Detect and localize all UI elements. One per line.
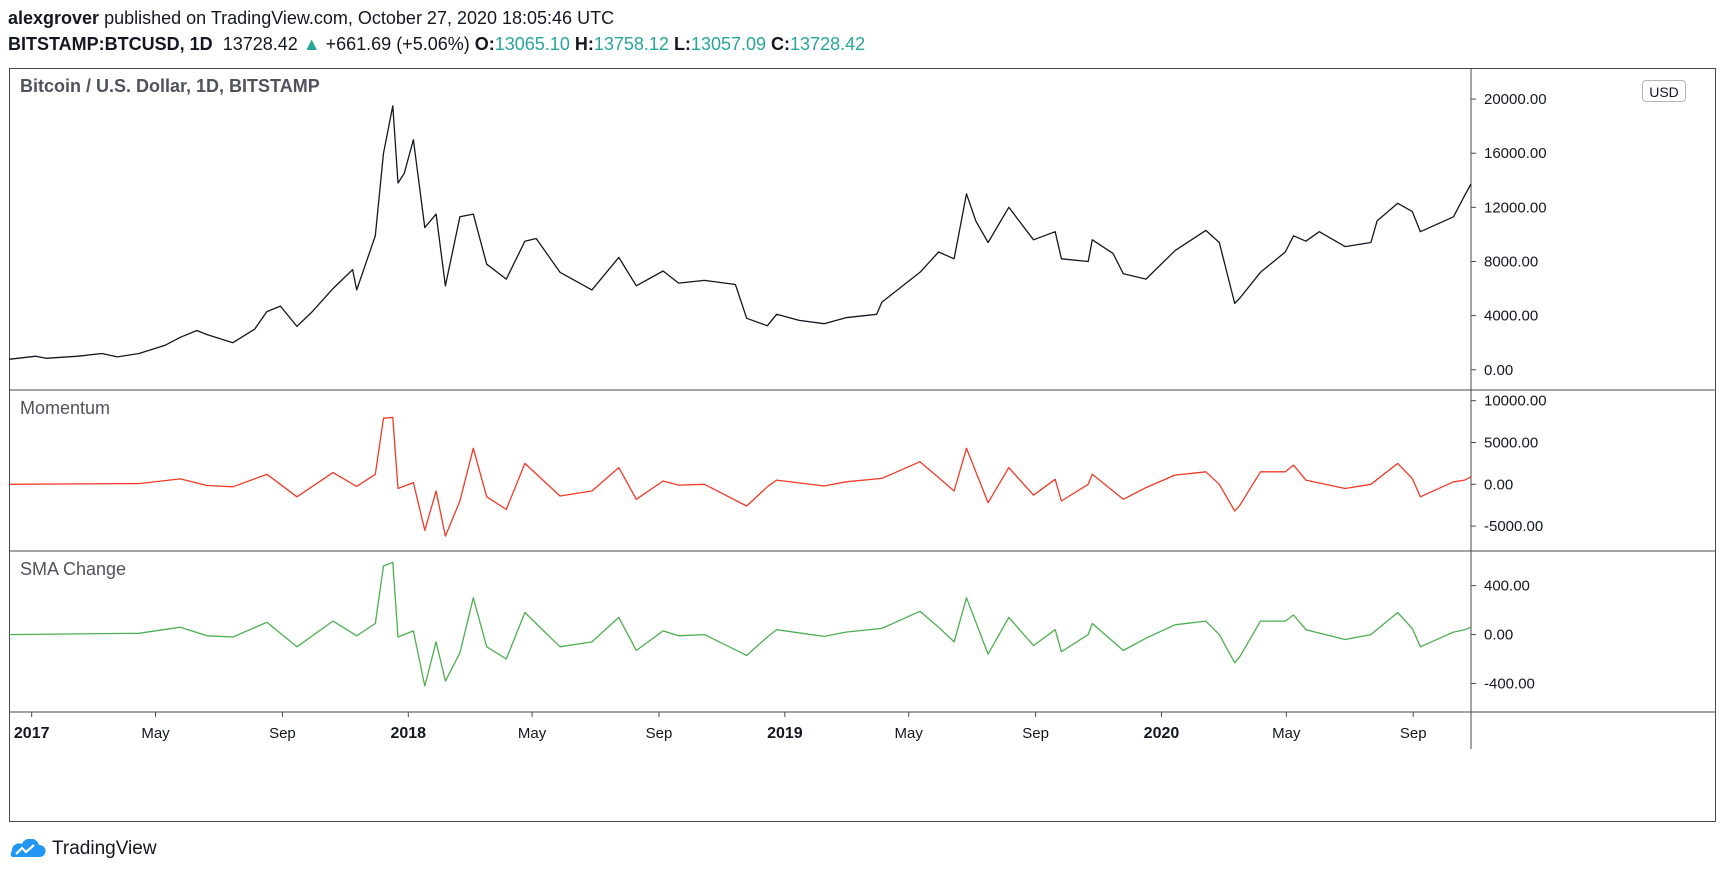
y-tick-label: -5000.00 [1484,518,1543,535]
pane-title-price: Bitcoin / U.S. Dollar, 1D, BITSTAMP [20,76,320,96]
symbol-legend: BITSTAMP:BTCUSD, 1D 13728.42 ▲ +661.69 (… [8,34,865,55]
y-tick-label: 10000.00 [1484,393,1547,410]
tradingview-brand: TradingView [52,838,157,859]
x-tick-label: May [1272,725,1301,742]
y-tick-label: 400.00 [1484,578,1530,595]
x-tick-label: Sep [269,725,296,742]
open-label: O: [474,34,495,54]
y-tick-label: 4000.00 [1484,308,1538,325]
x-tick-label: Sep [646,725,673,742]
close-label: C: [771,34,791,54]
chart-frame [9,68,1716,822]
symbol-name: BITSTAMP:BTCUSD, 1D [8,34,213,54]
currency-badge[interactable]: USD [1642,80,1686,102]
pane-title-momentum: Momentum [20,398,110,418]
x-tick-label: 2019 [767,725,803,742]
x-tick-label: May [518,725,547,742]
cloud-icon [10,839,46,857]
low-value: 13057.09 [690,34,767,54]
x-tick-label: 2018 [390,725,426,742]
y-tick-label: 20000.00 [1484,91,1547,108]
y-tick-label: 12000.00 [1484,199,1547,216]
last-price: 13728.42 [222,34,298,54]
series-line-momentum [8,416,1472,537]
x-tick-label: 2017 [14,725,50,742]
published-text: published on TradingView.com, October 27… [104,8,615,28]
x-tick-label: May [141,725,170,742]
y-tick-label: -400.00 [1484,676,1535,693]
y-tick-label: 0.00 [1484,362,1513,379]
up-arrow-icon: ▲ [302,34,321,54]
high-value: 13758.12 [593,34,669,54]
low-label: L: [673,34,691,54]
y-tick-label: 16000.00 [1484,145,1547,162]
high-label: H: [574,34,594,54]
author-name[interactable]: alexgrover [8,8,100,28]
x-tick-label: 2020 [1144,725,1180,742]
y-tick-label: 8000.00 [1484,253,1538,270]
y-tick-label: 0.00 [1484,476,1513,493]
x-tick-label: Sep [1022,725,1049,742]
pane-title-sma_change: SMA Change [20,559,126,579]
tradingview-logo[interactable]: TradingView [8,838,157,860]
price-change: +661.69 (+5.06%) [325,34,470,54]
series-line-sma_change [8,561,1472,687]
publication-line: alexgrover published on TradingView.com,… [8,8,614,29]
y-tick-label: 0.00 [1484,627,1513,644]
x-tick-label: May [895,725,924,742]
open-value: 13065.10 [494,34,570,54]
x-tick-label: Sep [1400,725,1427,742]
y-tick-label: 5000.00 [1484,434,1538,451]
series-line-price [8,105,1472,360]
close-value: 13728.42 [790,34,866,54]
